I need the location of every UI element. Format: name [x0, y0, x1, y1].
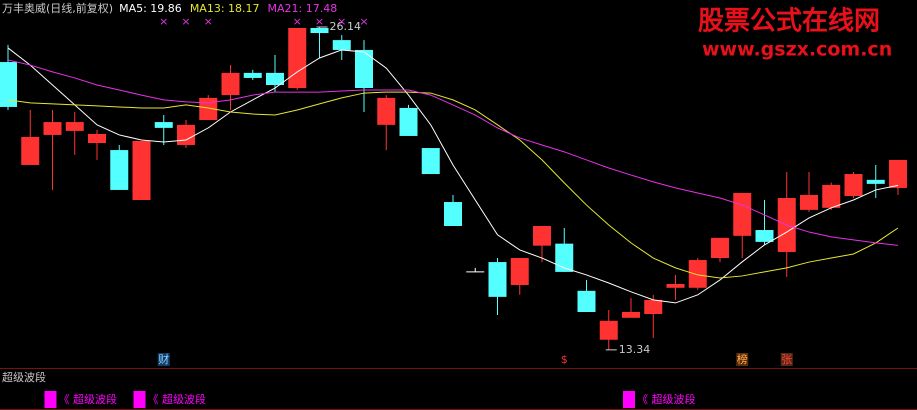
ma-line: [7, 47, 899, 304]
candle-body: [399, 107, 418, 136]
signal-box: [133, 391, 146, 408]
candle-body: [510, 258, 529, 286]
candle-body: [866, 179, 885, 184]
candle-body: [555, 243, 574, 272]
watermark-title: 股票公式在线网: [698, 7, 880, 37]
candle-body: [288, 27, 307, 89]
candle-body: [711, 237, 729, 259]
candle-body: [444, 202, 462, 226]
candle-body: [755, 230, 774, 242]
candle-body: [243, 72, 262, 78]
candle-body: [266, 72, 284, 86]
sub-panel-title: 超级波段: [2, 370, 46, 384]
event-badge: [157, 353, 170, 366]
candle-body: [577, 290, 596, 313]
signal-mark: ×: [159, 15, 168, 28]
event-label: 张: [781, 353, 792, 366]
legend-entry: MA21: 17.48: [268, 2, 338, 15]
candle-body: [65, 122, 84, 131]
sub-signal: 《 超级波段: [148, 392, 207, 406]
annotation-label: 26.14: [330, 20, 362, 33]
candle-body: [599, 320, 618, 340]
candle-body: [488, 262, 507, 297]
candle-body: [355, 49, 373, 89]
candle-body: [110, 150, 129, 190]
candle-body: [533, 225, 551, 246]
signal-mark: ×: [181, 15, 190, 28]
candle-body: [622, 312, 640, 318]
signal-mark: ×: [204, 15, 213, 28]
signal-mark: ×: [359, 15, 368, 28]
candle-body: [822, 184, 841, 208]
signal-mark: ×: [293, 15, 302, 28]
event-badge: [558, 353, 571, 366]
candle-body: [21, 136, 40, 165]
candle-body: [177, 124, 195, 146]
watermark-url: www.gszx.com.cn: [702, 39, 892, 61]
candle-body: [154, 122, 173, 128]
event-label: 榜: [737, 352, 748, 366]
signal-mark: ×: [337, 15, 346, 28]
candle-body: [132, 140, 151, 201]
candle-body: [800, 194, 818, 210]
candle-body: [43, 122, 62, 135]
ma-line: [7, 59, 899, 246]
candle-body: [644, 299, 663, 315]
chart-title: 万丰奥威(日线,前复权): [2, 1, 113, 15]
event-label: $: [561, 353, 568, 366]
candle-body: [310, 27, 329, 34]
annotation-label: 13.34: [619, 343, 651, 356]
signal-box: [44, 391, 57, 408]
event-badge: [780, 353, 793, 366]
candle-body: [733, 192, 752, 236]
signal-mark: ×: [315, 15, 324, 28]
candle-body: [844, 174, 863, 196]
candle-body: [221, 72, 240, 96]
candle-body: [421, 148, 440, 175]
legend-entry: MA5: 19.86: [119, 2, 182, 15]
ma-line: [7, 91, 899, 279]
signal-box: [623, 391, 635, 408]
candle-body: [0, 62, 17, 107]
candle-body: [377, 97, 396, 125]
sub-signal: 《 超级波段: [637, 392, 696, 406]
event-label: 财: [158, 352, 169, 366]
candle-body: [688, 260, 707, 288]
candle-body: [332, 40, 351, 50]
sub-signal: 《 超级波段: [59, 392, 118, 406]
candle-body: [88, 133, 106, 144]
candle-body: [889, 159, 907, 188]
candle-body: [199, 97, 218, 121]
candle-body: [666, 284, 685, 288]
event-badge: [736, 353, 749, 366]
legend-entry: MA13: 18.17: [190, 2, 260, 15]
